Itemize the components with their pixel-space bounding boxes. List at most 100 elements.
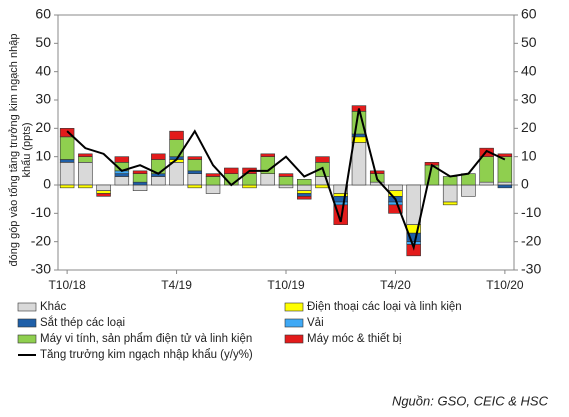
bar-segment — [78, 184, 93, 189]
y2-tick-label: 50 — [521, 34, 537, 50]
legend-label: Máy vi tính, sản phẩm điện tử và linh ki… — [40, 333, 252, 345]
legend-swatch — [17, 334, 37, 344]
bar-segment — [59, 136, 75, 160]
legend-swatch — [284, 302, 304, 312]
bar-segment — [59, 184, 75, 189]
bar-segment — [442, 201, 458, 206]
bar-segment — [187, 159, 203, 172]
y-tick-label: 0 — [43, 176, 51, 192]
bar-segment — [442, 176, 458, 186]
bar-segment — [169, 139, 184, 157]
bar-segment — [187, 184, 203, 189]
bar-segment — [297, 193, 312, 197]
bar-segment — [205, 176, 221, 186]
bar-segment — [187, 156, 203, 160]
legend-swatch — [284, 318, 304, 328]
bar-segment — [114, 176, 130, 186]
bar-segment — [278, 184, 294, 189]
bar-segment — [59, 128, 75, 138]
legend-swatch — [17, 302, 37, 312]
y-tick-label: -10 — [31, 204, 51, 220]
bar-segment — [132, 170, 148, 174]
y2-tick-label: 40 — [521, 62, 537, 78]
bar-segment — [187, 173, 203, 186]
y-tick-label: 40 — [35, 62, 51, 78]
bar-segment — [388, 201, 403, 206]
x-tick-label: T4/20 — [380, 278, 411, 292]
y-axis-label: khẩu (ppts) — [21, 122, 33, 177]
bar-segment — [242, 184, 257, 189]
y-tick-label: 10 — [35, 147, 51, 163]
bar-segment — [278, 173, 294, 177]
bar-segment — [114, 156, 130, 163]
bar-segment — [406, 184, 421, 225]
y2-tick-label: 60 — [521, 6, 537, 22]
bar-segment — [205, 173, 221, 177]
bar-segment — [497, 181, 513, 186]
bar-segment — [59, 162, 75, 186]
bar-segment — [297, 190, 312, 194]
bar-segment — [151, 153, 166, 160]
bar-segment — [388, 204, 403, 214]
bar-segment — [132, 173, 148, 183]
bar-segment — [351, 142, 367, 186]
y2-tick-label: -10 — [521, 204, 541, 220]
bar-segment — [132, 181, 148, 186]
legend-label: Khác — [40, 301, 66, 313]
bar-segment — [278, 176, 294, 186]
bar-segment — [479, 181, 494, 186]
bar-segment — [388, 184, 403, 191]
y-tick-label: 30 — [35, 91, 51, 107]
legend-label: Máy móc & thiết bị — [307, 333, 402, 345]
y-axis-label: đóng góp vào tổng tăng trưởng kim ngạch … — [8, 34, 20, 267]
bar-segment — [96, 193, 111, 197]
bar-segment — [479, 156, 494, 183]
bar-segment — [297, 184, 312, 191]
y2-tick-label: -30 — [521, 261, 541, 277]
y-tick-label: -20 — [31, 232, 51, 248]
bar-segment — [461, 184, 476, 197]
legend-label: Điện thoại các loại và linh kiện — [307, 301, 462, 313]
bar-segment — [78, 162, 93, 186]
bar-segment — [114, 173, 130, 177]
legend-label: Tăng trưởng kim ngạch nhập khẩu (y/y%) — [40, 349, 253, 361]
bar-segment — [369, 170, 385, 174]
bar-segment — [169, 130, 184, 140]
bar-segment — [297, 179, 312, 186]
bar-segment — [497, 184, 513, 189]
bar-segment — [205, 184, 221, 194]
bar-segment — [260, 173, 275, 186]
bar-segment — [169, 162, 184, 186]
x-tick-label: T10/19 — [267, 278, 305, 292]
y-tick-label: 50 — [35, 34, 51, 50]
y2-tick-label: -20 — [521, 232, 541, 248]
bar-segment — [315, 156, 330, 163]
bar-segment — [96, 184, 111, 191]
y-tick-label: 20 — [35, 119, 51, 135]
x-tick-label: T10/20 — [486, 278, 524, 292]
legend-label: Sắt thép các loại — [40, 316, 125, 329]
bar-segment — [78, 156, 93, 163]
bar-segment — [59, 159, 75, 163]
bar-segment — [224, 167, 239, 174]
bar-segment — [78, 153, 93, 157]
bar-segment — [132, 184, 148, 191]
legend-swatch — [17, 318, 37, 328]
legend-label: Vải — [307, 317, 324, 329]
bar-segment — [96, 190, 111, 194]
bar-segment — [442, 184, 458, 203]
y2-tick-label: 20 — [521, 119, 537, 135]
y-tick-label: -30 — [31, 261, 51, 277]
y2-tick-label: 30 — [521, 91, 537, 107]
bar-segment — [187, 170, 203, 174]
bar-segment — [260, 153, 275, 157]
source: Nguồn: GSO, CEIC & HSC — [392, 393, 549, 408]
plot-frame — [57, 14, 515, 271]
x-tick-label: T10/18 — [48, 278, 86, 292]
y-tick-label: 60 — [35, 6, 51, 22]
x-tick-label: T4/19 — [161, 278, 192, 292]
line — [66, 108, 506, 251]
y2-tick-label: 10 — [521, 147, 537, 163]
y2-tick-label: 0 — [521, 176, 529, 192]
